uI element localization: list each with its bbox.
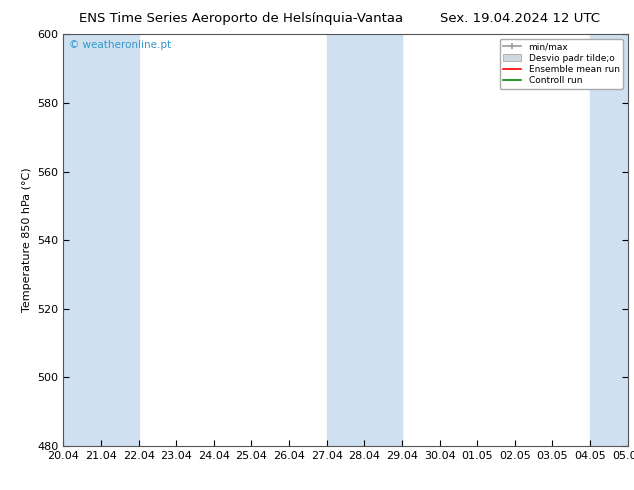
Text: ENS Time Series Aeroporto de Helsínquia-Vantaa: ENS Time Series Aeroporto de Helsínquia-… [79, 12, 403, 25]
Bar [63, 34, 139, 446]
Bar [327, 34, 402, 446]
Text: © weatheronline.pt: © weatheronline.pt [69, 41, 171, 50]
Y-axis label: Temperature 850 hPa (°C): Temperature 850 hPa (°C) [22, 168, 32, 313]
Legend: min/max, Desvio padr tilde;o, Ensemble mean run, Controll run: min/max, Desvio padr tilde;o, Ensemble m… [500, 39, 623, 89]
Text: Sex. 19.04.2024 12 UTC: Sex. 19.04.2024 12 UTC [440, 12, 600, 25]
Bar [590, 34, 628, 446]
